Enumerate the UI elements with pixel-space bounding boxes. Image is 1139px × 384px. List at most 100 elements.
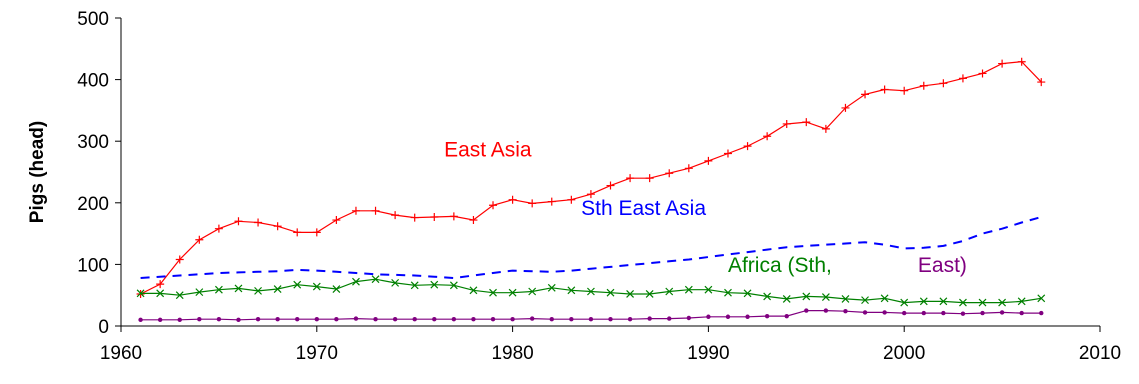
data-point — [529, 316, 535, 321]
data-point — [608, 317, 613, 322]
data-point — [763, 132, 772, 141]
data-point — [138, 317, 143, 323]
data-point — [392, 317, 398, 322]
data-point — [469, 216, 478, 225]
data-point — [586, 190, 595, 199]
data-point — [823, 308, 829, 313]
data-point — [939, 79, 948, 88]
data-point — [998, 298, 1007, 307]
data-point — [332, 216, 341, 225]
data-point — [821, 293, 830, 301]
data-point — [802, 118, 811, 127]
data-point — [784, 313, 789, 319]
data-point — [763, 292, 772, 301]
data-point — [1017, 297, 1026, 306]
data-point — [645, 174, 654, 183]
data-point — [821, 124, 830, 133]
data-point — [449, 281, 458, 290]
data-point — [980, 310, 985, 316]
data-point — [804, 308, 809, 313]
data-point — [314, 317, 319, 322]
data-point — [216, 317, 222, 322]
data-point — [978, 298, 987, 307]
series-3 — [136, 275, 1046, 307]
annotation-4: East) — [918, 254, 967, 277]
data-point — [469, 286, 478, 295]
data-point — [665, 287, 674, 296]
data-point — [528, 199, 537, 208]
data-point — [352, 277, 360, 286]
data-point — [214, 224, 223, 233]
data-point — [410, 213, 419, 222]
data-point — [939, 297, 948, 306]
data-point — [371, 206, 380, 215]
data-point — [919, 297, 928, 306]
data-point — [1017, 57, 1026, 66]
data-point — [177, 317, 182, 323]
data-point — [645, 290, 654, 298]
data-point — [156, 289, 165, 298]
data-point — [471, 317, 476, 322]
y-tick-label: 100 — [77, 255, 109, 276]
data-point — [334, 317, 339, 322]
data-point — [627, 317, 633, 322]
series-line — [140, 61, 1042, 295]
data-point — [704, 285, 713, 294]
data-point — [606, 288, 615, 297]
data-point — [273, 285, 282, 293]
data-point — [626, 174, 635, 183]
data-point — [567, 286, 576, 295]
data-point — [958, 74, 967, 83]
data-point — [882, 310, 887, 315]
data-point — [802, 292, 811, 301]
data-point — [353, 316, 359, 321]
data-point — [978, 69, 987, 78]
data-point — [197, 317, 202, 322]
data-point — [862, 310, 868, 315]
data-point — [706, 314, 711, 319]
data-point — [234, 284, 243, 293]
data-point — [843, 309, 848, 314]
data-point — [489, 201, 498, 210]
data-point — [764, 313, 770, 319]
data-point — [490, 317, 496, 322]
data-point — [569, 317, 574, 322]
data-point — [704, 156, 713, 165]
data-point — [254, 218, 263, 227]
data-point — [743, 289, 752, 298]
y-tick-label: 0 — [98, 317, 109, 338]
data-point — [999, 310, 1005, 315]
series-4 — [138, 308, 1044, 323]
data-point — [725, 314, 731, 319]
data-point — [900, 298, 909, 307]
data-point — [684, 164, 693, 173]
data-point — [588, 317, 594, 322]
data-point — [959, 298, 967, 307]
data-point — [175, 255, 184, 264]
data-point — [686, 315, 692, 321]
data-point — [451, 317, 457, 322]
data-point — [528, 287, 537, 296]
data-point — [214, 285, 223, 294]
data-point — [960, 311, 966, 316]
data-point — [508, 195, 517, 204]
data-point — [312, 228, 321, 237]
data-point — [782, 119, 791, 128]
data-point — [861, 296, 869, 305]
data-point — [1039, 310, 1044, 316]
y-tick-label: 200 — [77, 194, 109, 215]
data-point — [567, 195, 576, 204]
data-point — [667, 316, 672, 321]
data-point — [312, 282, 321, 291]
data-point — [647, 316, 652, 321]
data-point — [236, 317, 241, 323]
annotations: East Asia Sth East Asia Africa (Sth, East) — [444, 139, 967, 277]
data-point — [371, 275, 380, 284]
data-point — [430, 280, 439, 289]
data-point — [234, 217, 243, 226]
x-tick-label: 2000 — [883, 343, 925, 364]
data-point — [410, 281, 419, 290]
data-point — [1019, 310, 1024, 316]
data-point — [724, 288, 732, 297]
